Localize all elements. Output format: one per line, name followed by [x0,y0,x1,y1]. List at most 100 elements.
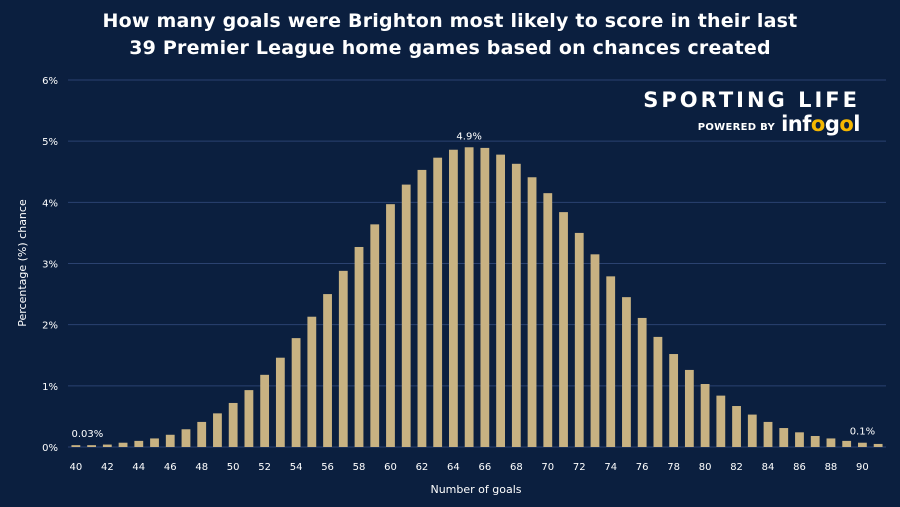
bar [480,147,490,447]
x-tick-label: 90 [856,462,869,473]
x-tick-label: 56 [321,462,334,473]
brand-partner-part: inf [781,112,811,136]
bar [590,254,600,447]
y-tick-label: 0% [42,443,58,454]
data-label: 0.1% [850,427,875,438]
x-tick-label: 42 [101,462,114,473]
bar [511,163,521,447]
bar [165,434,175,447]
bar [228,402,238,447]
bar [763,421,773,447]
bar [684,369,694,447]
x-tick-label: 74 [604,462,617,473]
bar [543,193,553,447]
y-tick-label: 3% [42,260,58,271]
bar [307,316,317,447]
x-tick-label: 78 [667,462,680,473]
x-axis-ticks: 40 42 44 46 48 50 52 54 56 58 60 62 64 66 68 70 72 74 76 78… [69,462,868,473]
x-tick-label: 62 [416,462,429,473]
x-tick-label: 58 [353,462,366,473]
bar [779,428,789,447]
x-tick-label: 86 [793,462,806,473]
bar [71,445,81,447]
data-label: 4.9% [456,131,481,142]
x-tick-label: 48 [195,462,208,473]
bar [637,317,647,447]
brand-name: SPORTING LIFE [643,88,860,112]
brand-powered-by: POWERED BY [697,121,776,133]
x-tick-label: 50 [227,462,240,473]
brand-partner-part-accent: o [810,112,825,136]
brand-logo: SPORTING LIFE POWERED BY infogol [643,88,860,136]
bar [669,354,679,447]
x-tick-label: 76 [636,462,649,473]
bar [370,224,380,447]
bar [213,413,222,447]
x-tick-label: 68 [510,462,523,473]
y-axis-ticks: 0% 1% 2% 3% 4% 5% 6% [42,76,58,454]
x-tick-label: 64 [447,462,460,473]
bar [606,276,616,447]
x-tick-label: 84 [762,462,775,473]
bar [795,432,804,447]
x-tick-label: 40 [69,462,82,473]
bar [873,443,883,447]
x-tick-label: 44 [132,462,145,473]
bar [87,445,97,447]
bar [747,414,757,447]
y-tick-label: 5% [42,137,58,148]
bar [653,336,663,447]
y-tick-label: 1% [42,382,58,393]
bar [700,383,710,447]
bar [275,357,285,447]
bar [810,435,820,447]
bar [260,374,270,447]
bar [574,232,584,447]
bar [417,169,427,448]
bar [527,177,537,447]
bar [197,421,207,447]
bar [716,395,726,447]
bar [401,184,411,447]
x-tick-label: 72 [573,462,586,473]
x-tick-label: 82 [730,462,743,473]
bar [134,440,144,447]
bar [181,429,191,447]
y-tick-label: 6% [42,76,58,87]
bar [150,438,159,447]
bar [354,246,364,447]
x-tick-label: 46 [164,462,177,473]
brand-partner-part: l [853,112,860,136]
y-axis-label: Percentage (%) chance [16,199,29,327]
x-tick-label: 52 [258,462,271,473]
bar [386,204,395,447]
brand-partner-part-accent: o [839,112,854,136]
bar [559,212,568,447]
bar [433,157,443,447]
bar [323,294,332,447]
y-tick-label: 2% [42,321,58,332]
bar [496,154,506,447]
data-labels: 0.03% 4.9% 0.1% [71,131,875,440]
y-tick-label: 4% [42,198,58,209]
bar [622,297,631,447]
bar [842,440,852,447]
bar [464,147,474,448]
bar [102,444,112,447]
bar [448,149,458,448]
x-tick-label: 88 [825,462,838,473]
x-tick-label: 60 [384,462,397,473]
bar [118,442,128,447]
x-tick-label: 66 [478,462,491,473]
bar [338,270,348,447]
bar [732,406,741,447]
bar [244,390,254,447]
bars [71,147,883,448]
data-label: 0.03% [71,429,103,440]
x-tick-label: 70 [541,462,554,473]
chart-title-line-1: How many goals were Brighton most likely… [102,10,798,32]
chart-title-line-2: 39 Premier League home games based on ch… [129,37,771,59]
bar [826,438,836,447]
chart-title: How many goals were Brighton most likely… [0,8,900,62]
